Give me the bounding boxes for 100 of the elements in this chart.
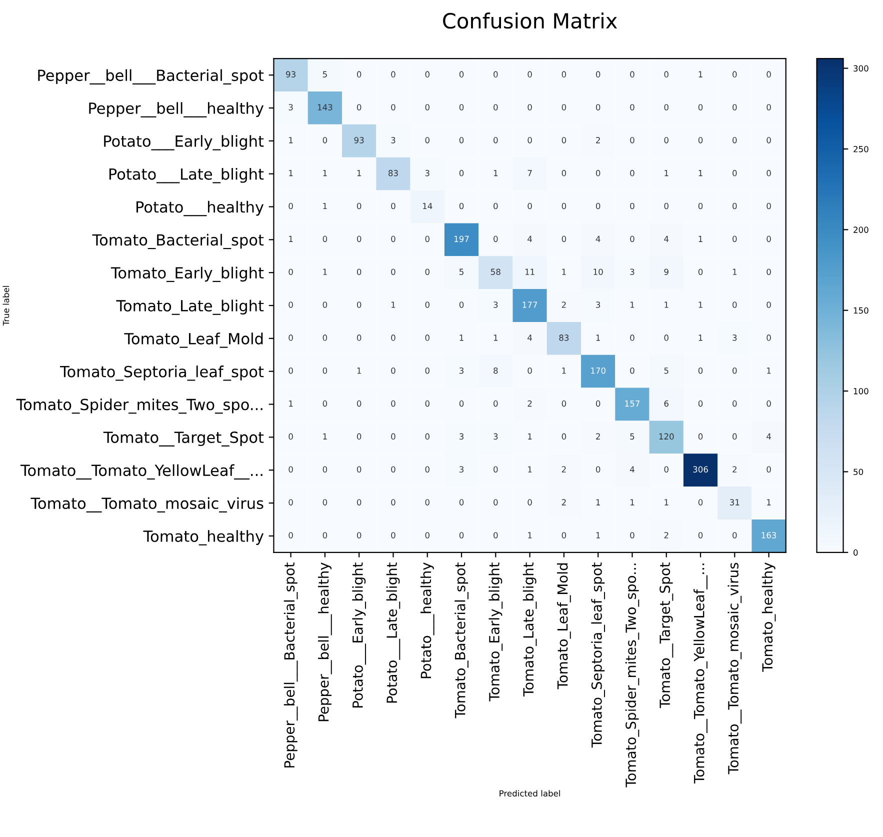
data-label: 0	[288, 202, 293, 210]
data-label: 0	[356, 499, 362, 506]
data-label: 0	[356, 466, 362, 473]
data-label: 2	[596, 433, 600, 440]
data-label: 0	[766, 202, 771, 210]
data-label: 143	[318, 104, 332, 110]
data-label: 1	[528, 532, 532, 538]
data-label: 0	[391, 202, 396, 210]
data-label: 0	[425, 433, 430, 440]
data-label: 1	[698, 71, 702, 78]
data-label: 0	[562, 104, 566, 110]
data-label: 170	[591, 367, 606, 374]
color-bar-label: 250	[854, 146, 868, 152]
data-label: 1	[630, 499, 634, 506]
data-label: 0	[664, 334, 668, 341]
y-tick-label: Potato___Late_blight	[109, 168, 264, 184]
data-label: 1	[323, 433, 327, 440]
data-label: 1	[391, 302, 396, 308]
data-label: 2	[732, 466, 736, 472]
data-label: 1	[323, 202, 327, 210]
data-label: 163	[762, 532, 776, 538]
data-label: 0	[356, 268, 362, 275]
x-tick-label: Tomato_Late_blight	[522, 562, 537, 697]
data-label: 0	[732, 104, 737, 110]
data-label: 0	[630, 202, 634, 210]
data-label: 0	[698, 202, 703, 210]
data-label: 4	[528, 334, 532, 341]
data-label: 0	[596, 466, 600, 473]
y-tick-label: Potato___Early_blight	[104, 135, 264, 150]
data-label: 0	[596, 400, 600, 407]
data-label: 9	[664, 268, 668, 275]
data-label: 0	[766, 302, 771, 308]
y-tick-label: Pepper__bell___Bacterial_spot	[38, 69, 264, 84]
data-label: 1	[562, 368, 566, 374]
data-label: 0	[562, 137, 566, 144]
color-bar-label: 150	[854, 307, 868, 314]
data-label: 0	[356, 433, 362, 440]
data-label: 4	[596, 236, 600, 242]
x-tick-label: Tomato__Target_Spot	[660, 562, 674, 708]
data-label: 8	[494, 367, 498, 374]
data-label: 1	[289, 400, 293, 407]
color-bar-label: 100	[854, 388, 868, 394]
data-label: 0	[391, 367, 396, 374]
data-label: 1	[698, 170, 702, 176]
data-label: 0	[766, 104, 771, 110]
data-label: 1	[767, 368, 771, 374]
data-label: 0	[288, 499, 293, 506]
data-label: 0	[356, 236, 362, 242]
data-label: 14	[422, 202, 432, 210]
data-label: 0	[664, 71, 668, 78]
data-label: 0	[596, 71, 600, 78]
data-label: 6	[664, 400, 668, 407]
data-label: 1	[528, 466, 532, 472]
data-label: 0	[732, 532, 737, 538]
y-axis-title: True label	[2, 286, 10, 326]
data-label: 0	[766, 268, 771, 275]
data-label: 3	[425, 170, 430, 176]
data-label: 0	[732, 400, 737, 407]
data-label: 0	[698, 367, 703, 374]
data-label: 197	[454, 236, 469, 242]
color-bar-label: 0	[854, 549, 858, 556]
data-label: 1	[528, 433, 532, 440]
data-label: 3	[288, 104, 293, 110]
data-label: 0	[630, 532, 634, 538]
data-label: 0	[732, 236, 737, 242]
x-tick-label: Tomato_Bacterial_spot	[454, 562, 468, 718]
data-label: 0	[322, 334, 328, 341]
data-label: 4	[528, 236, 532, 242]
data-label: 0	[596, 170, 600, 176]
data-label: 0	[562, 170, 566, 176]
data-label: 1	[767, 499, 771, 506]
data-label: 0	[630, 137, 634, 144]
data-label: 1	[357, 170, 361, 176]
data-label: 1	[289, 170, 293, 176]
data-label: 0	[766, 236, 771, 242]
data-label: 0	[630, 71, 634, 78]
data-label: 1	[494, 334, 498, 341]
data-label: 0	[322, 400, 328, 407]
data-label: 0	[698, 137, 703, 144]
data-label: 0	[356, 400, 362, 407]
data-label: 1	[630, 302, 634, 308]
x-tick-label: Potato___Late_blight	[386, 562, 400, 703]
data-label: 0	[528, 71, 532, 78]
data-label: 0	[562, 532, 566, 538]
data-label: 0	[698, 104, 703, 110]
data-label: 1	[664, 170, 668, 176]
data-label: 0	[322, 466, 328, 473]
data-label: 3	[494, 433, 498, 440]
data-label: 0	[698, 400, 703, 407]
data-label: 0	[528, 499, 532, 506]
data-label: 0	[356, 71, 362, 78]
data-label: 0	[698, 433, 703, 440]
data-label: 0	[391, 433, 396, 440]
data-label: 1	[323, 268, 327, 275]
data-label: 2	[562, 466, 566, 472]
data-label: 0	[494, 466, 498, 473]
data-label: 0	[494, 499, 498, 506]
data-label: 0	[425, 499, 430, 506]
data-label: 0	[288, 466, 293, 473]
data-label: 0	[391, 400, 396, 407]
